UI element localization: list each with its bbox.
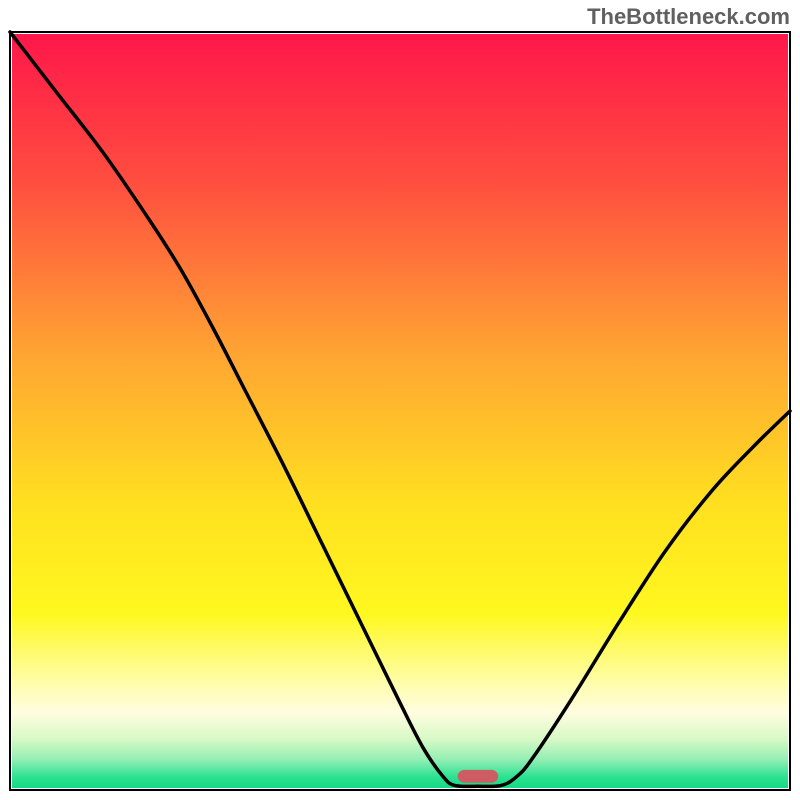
chart-background [12, 34, 788, 788]
watermark-text: TheBottleneck.com [587, 4, 790, 30]
bottleneck-chart [0, 0, 800, 800]
optimum-marker [458, 770, 499, 783]
